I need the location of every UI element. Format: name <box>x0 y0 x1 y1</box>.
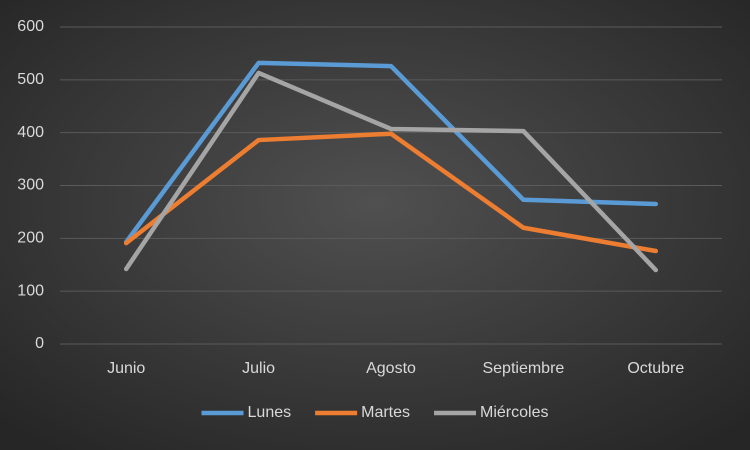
x-tick-label: Julio <box>242 360 275 377</box>
series-line <box>123 131 659 254</box>
x-tick-label: Octubre <box>627 360 684 377</box>
y-tick-label: 500 <box>17 71 44 88</box>
legend-label: Miércoles <box>480 404 548 421</box>
series-line <box>123 60 659 245</box>
series-line <box>123 70 659 273</box>
grid: 0 100 200 300 400 500 600 Junio Julio Agosto Septi… <box>17 18 722 377</box>
x-tick-label: Agosto <box>366 360 416 377</box>
y-tick-label: 200 <box>17 230 44 247</box>
y-tick-label: 100 <box>17 282 44 299</box>
legend: Lunes Martes Miércoles <box>201 404 548 421</box>
x-tick-label: Septiembre <box>482 360 564 377</box>
x-tick-label: Junio <box>107 360 145 377</box>
y-tick-label: 600 <box>17 18 44 35</box>
plot <box>123 60 659 273</box>
y-tick-label: 300 <box>17 177 44 194</box>
y-tick-label: 0 <box>35 335 44 352</box>
y-tick-label: 400 <box>17 124 44 141</box>
legend-label: Martes <box>361 404 410 421</box>
legend-label: Lunes <box>248 404 292 421</box>
